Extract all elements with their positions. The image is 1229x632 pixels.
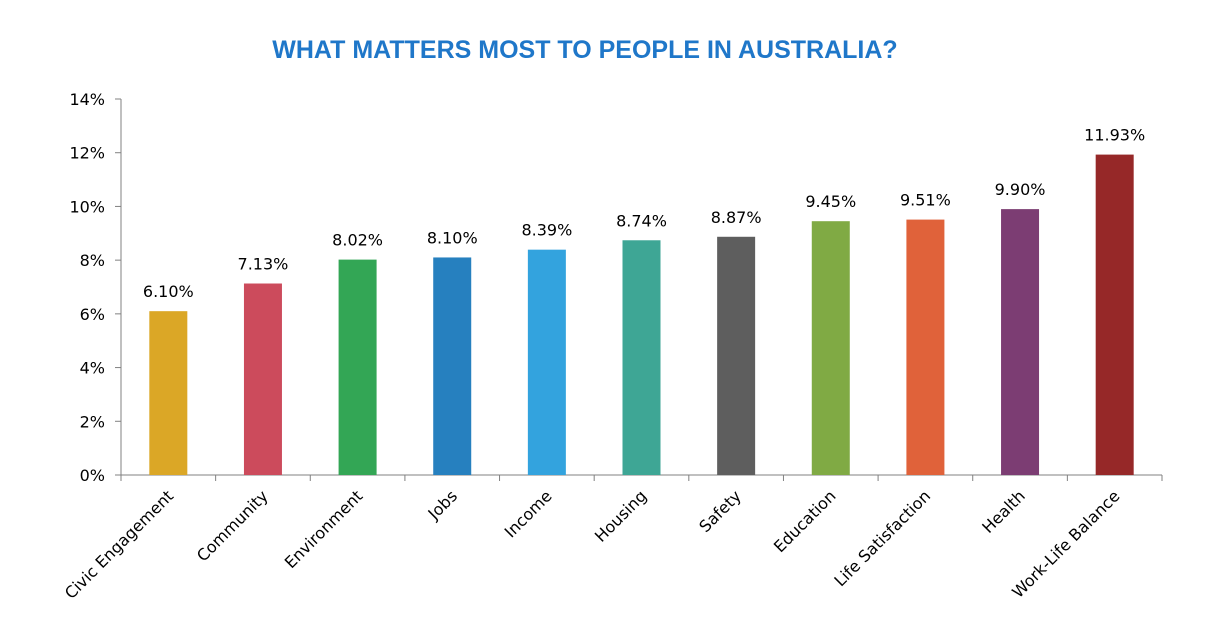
category-label: Jobs	[424, 486, 461, 523]
bar	[433, 257, 472, 475]
category-label: Work-Life Balance	[1008, 486, 1123, 601]
bar	[717, 236, 756, 475]
y-tick-label: 4%	[80, 359, 105, 378]
bar	[338, 259, 377, 475]
bar	[1095, 154, 1134, 475]
y-tick-label: 8%	[80, 251, 105, 270]
category-label: Life Satisfaction	[830, 486, 934, 590]
category-label: Environment	[281, 486, 367, 572]
y-tick-label: 6%	[80, 305, 105, 324]
category-label: Community	[193, 486, 272, 565]
bar	[243, 283, 282, 475]
category-label: Safety	[695, 486, 745, 536]
data-label: 9.90%	[995, 180, 1046, 199]
bar	[527, 249, 566, 475]
data-label: 8.10%	[427, 228, 478, 247]
chart-axes: 0% 2% 4% 6% 8% 10% 12% 14%	[69, 90, 1163, 485]
bar	[149, 311, 188, 475]
data-label: 8.02%	[332, 231, 383, 250]
category-label: Health	[978, 486, 1029, 537]
data-label: 11.93%	[1084, 126, 1145, 145]
category-label: Housing	[591, 486, 650, 545]
data-label: 8.39%	[521, 221, 572, 240]
y-tick-label: 14%	[69, 90, 105, 109]
category-label: Income	[501, 486, 556, 541]
bar	[906, 219, 945, 475]
y-tick-label: 12%	[69, 144, 105, 163]
data-label: 9.51%	[900, 191, 951, 210]
y-tick-label: 10%	[69, 197, 105, 216]
y-tick-label: 0%	[80, 466, 105, 485]
bar	[811, 221, 850, 475]
chart-title: WHAT MATTERS MOST TO PEOPLE IN AUSTRALIA…	[272, 36, 898, 64]
data-label: 8.87%	[711, 208, 762, 227]
bar	[622, 240, 661, 475]
data-label: 8.74%	[616, 211, 667, 230]
category-label: Education	[770, 486, 840, 556]
chart-labels: 6.10% Civic Engagement 7.13% Community 8.02%…	[61, 126, 1145, 603]
data-label: 9.45%	[805, 192, 856, 211]
category-label: Civic Engagement	[61, 486, 177, 602]
data-label: 7.13%	[238, 255, 289, 274]
chart-bars	[149, 154, 1134, 475]
data-label: 6.10%	[143, 282, 194, 301]
y-tick-label: 2%	[80, 412, 105, 431]
bar	[1001, 209, 1040, 475]
